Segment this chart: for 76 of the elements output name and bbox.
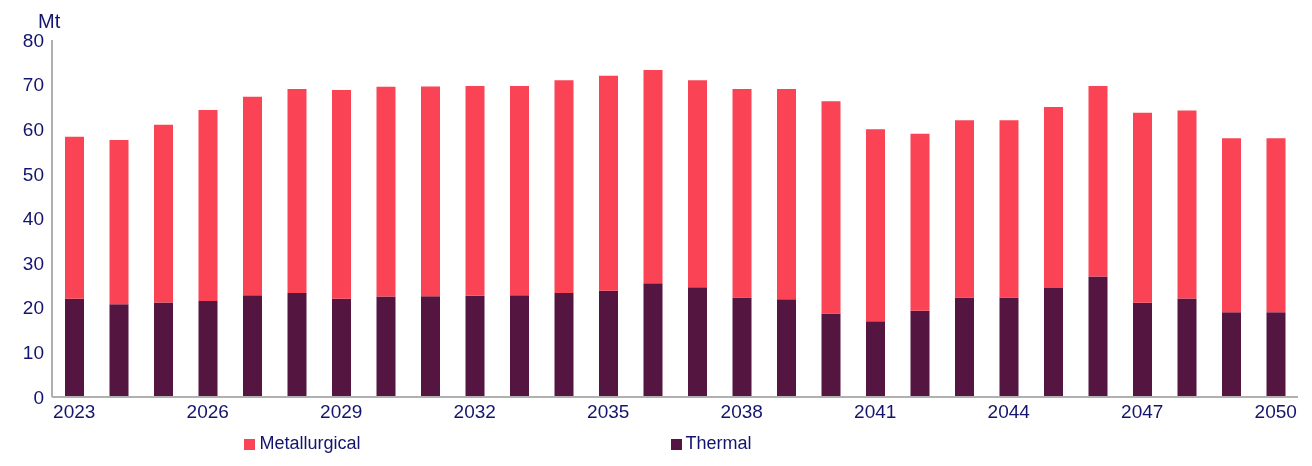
- y-tick-label: 20: [22, 297, 44, 319]
- bar: [154, 124, 173, 303]
- bar: [1088, 276, 1108, 397]
- bar: [1177, 298, 1197, 397]
- x-tick-label: 2047: [1121, 401, 1164, 423]
- bar: [510, 295, 529, 397]
- x-tick-label: 2029: [320, 401, 363, 423]
- bar: [1177, 110, 1197, 299]
- bar: [910, 133, 930, 311]
- bar: [243, 96, 262, 296]
- bar: [65, 298, 84, 397]
- bar: [109, 304, 129, 397]
- bar: [643, 283, 663, 397]
- x-tick-label: 2050: [1254, 401, 1297, 423]
- bar: [332, 89, 351, 299]
- bar: [688, 287, 707, 397]
- bar: [1222, 138, 1241, 313]
- bar: [198, 301, 218, 397]
- bar: [109, 139, 129, 305]
- bar: [465, 295, 485, 397]
- bar: [999, 120, 1019, 298]
- legend-label: Thermal: [685, 433, 752, 453]
- bar: [821, 101, 841, 314]
- bar: [65, 136, 84, 299]
- x-tick-label: 2041: [854, 401, 897, 423]
- y-tick-label: 0: [33, 386, 44, 408]
- x-tick-label: 2032: [453, 401, 496, 423]
- bar: [643, 69, 663, 284]
- bar: [732, 89, 752, 298]
- legend-label: Metallurgical: [259, 433, 361, 453]
- bar: [376, 296, 396, 397]
- y-tick-label: 40: [22, 208, 44, 230]
- bar: [1266, 138, 1286, 313]
- y-tick-label: 50: [22, 163, 44, 185]
- y-tick-label: 10: [22, 342, 44, 364]
- bar: [287, 89, 307, 294]
- bar: [1044, 106, 1063, 289]
- bar: [154, 302, 173, 397]
- bar: [554, 80, 574, 294]
- bar: [198, 110, 218, 302]
- bar: [243, 295, 262, 397]
- bar: [688, 80, 707, 288]
- x-tick-label: 2023: [53, 401, 96, 423]
- bar: [465, 85, 485, 296]
- bar: [999, 297, 1019, 397]
- bar: [732, 297, 752, 397]
- bar: [777, 89, 796, 300]
- bar: [1133, 112, 1152, 303]
- bar: [777, 299, 796, 397]
- bar: [554, 293, 574, 397]
- bar: [1266, 312, 1286, 397]
- bar: [955, 297, 974, 397]
- x-tick-label: 2044: [987, 401, 1031, 423]
- y-tick-label: 70: [22, 74, 44, 96]
- x-tick-label: 2026: [186, 401, 229, 423]
- bar: [599, 75, 618, 291]
- bar: [287, 293, 307, 397]
- bar: [1088, 85, 1108, 277]
- bar: [1222, 312, 1241, 397]
- y-tick-label: 30: [22, 252, 44, 274]
- bar: [510, 85, 529, 296]
- bar: [955, 120, 974, 298]
- bar: [332, 298, 351, 397]
- bar: [910, 310, 930, 397]
- bar: [866, 321, 885, 397]
- bar: [866, 129, 885, 322]
- bar: [1044, 288, 1063, 397]
- x-tick-label: 2035: [587, 401, 630, 423]
- bar: [599, 290, 618, 397]
- bar: [1133, 302, 1152, 397]
- y-tick-label: 60: [22, 119, 44, 140]
- bar: [421, 86, 440, 297]
- x-tick-label: 2038: [720, 401, 763, 423]
- bar: [376, 86, 396, 297]
- bar: [821, 313, 841, 397]
- bar: [421, 296, 440, 397]
